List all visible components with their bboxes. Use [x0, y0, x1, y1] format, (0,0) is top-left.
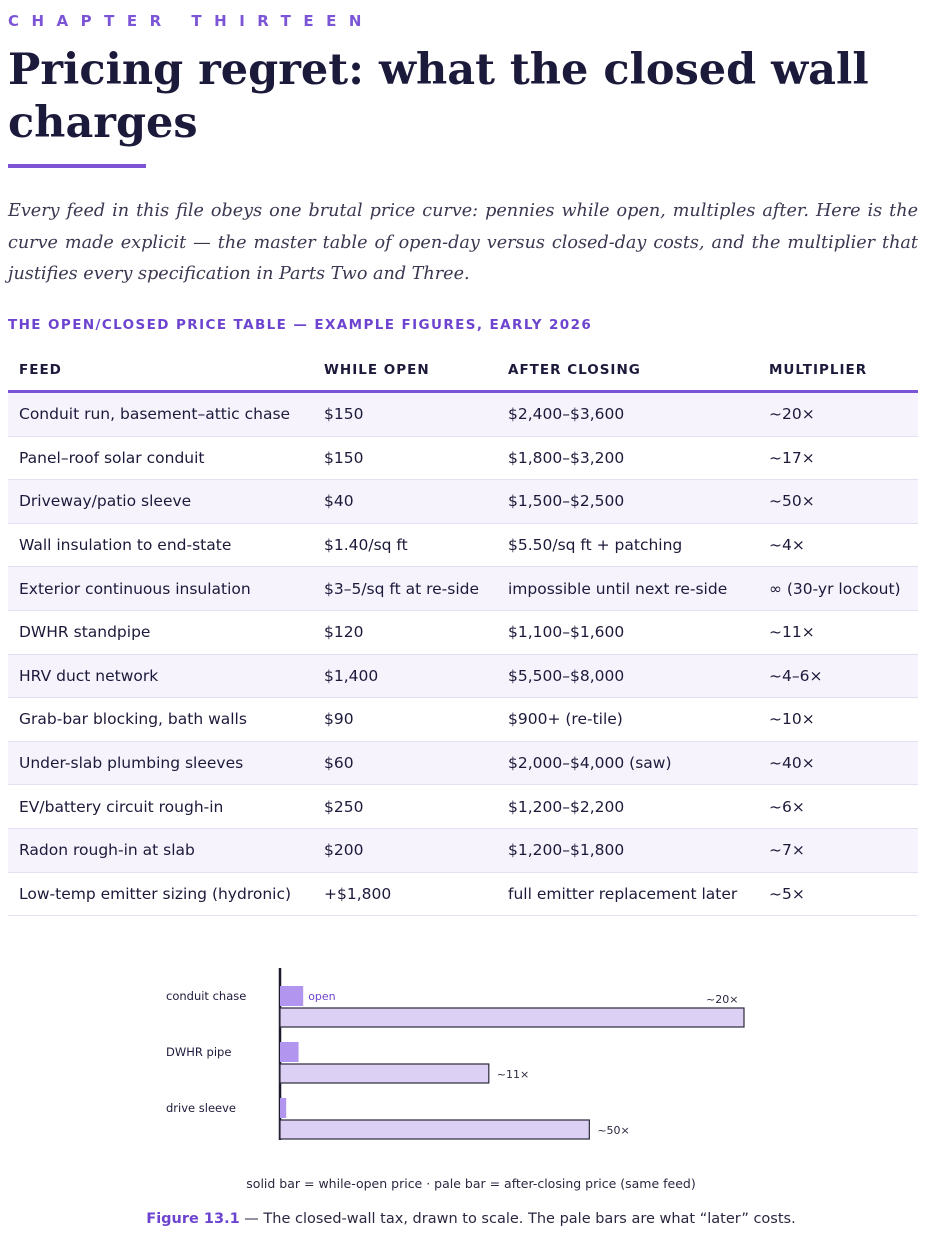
cell-while-open: $3–5/sq ft at re-side [313, 566, 497, 611]
figure-caption-text: — The closed-wall tax, drawn to scale. T… [239, 1211, 796, 1227]
open-price-bar [280, 986, 304, 1006]
cell-while-open: $120 [313, 610, 497, 655]
figure-13-1: conduit chase open ~20× DWHR pipe ~11× drive … [8, 960, 918, 1140]
figure-caption: Figure 13.1 — The closed-wall tax, drawn… [8, 1211, 934, 1227]
cell-multiplier: ~20× [758, 391, 918, 437]
cell-feed: HRV duct network [8, 654, 313, 699]
cell-after-closing: $1,800–$3,200 [497, 436, 758, 481]
cell-after-closing: $5.50/sq ft + patching [497, 523, 758, 568]
table-row: Exterior continuous insulation $3–5/sq ft… [8, 566, 918, 611]
cell-multiplier: ~50× [758, 479, 918, 524]
cell-while-open: $250 [313, 784, 497, 829]
cell-multiplier: ~11× [758, 610, 918, 655]
category-label: conduit chase [166, 989, 246, 1003]
table-row: Grab-bar blocking, bath walls $90 $900+ (r… [8, 697, 918, 742]
cell-feed: Driveway/patio sleeve [8, 479, 313, 524]
cell-feed: DWHR standpipe [8, 610, 313, 655]
cell-after-closing: $5,500–$8,000 [497, 654, 758, 699]
cell-multiplier: ~10× [758, 697, 918, 742]
table-body: Conduit run, basement–attic chase $150 $2,… [8, 391, 918, 917]
cell-multiplier: ~6× [758, 784, 918, 829]
table-row: Driveway/patio sleeve $40 $1,500–$2,500 ~50… [8, 479, 918, 524]
closed-price-bar [279, 1007, 745, 1028]
multiplier-label: ~50× [597, 1124, 629, 1137]
cell-after-closing: $900+ (re-tile) [497, 697, 758, 742]
cell-feed: Wall insulation to end-state [8, 523, 313, 568]
column-header-feed: FEED [8, 350, 313, 393]
multiplier-label: ~11× [497, 1068, 529, 1081]
table-row: EV/battery circuit rough-in $250 $1,200–$2… [8, 784, 918, 829]
cell-after-closing: $2,000–$4,000 (saw) [497, 741, 758, 786]
cell-while-open: +$1,800 [313, 872, 497, 917]
title-underline [8, 164, 146, 168]
cell-while-open: $150 [313, 391, 497, 437]
cell-after-closing: $1,200–$1,800 [497, 828, 758, 873]
price-table: FEED WHILE OPEN AFTER CLOSING MULTIPLIER… [8, 350, 918, 917]
cell-multiplier: ~17× [758, 436, 918, 481]
cell-while-open: $1,400 [313, 654, 497, 699]
cell-after-closing: $1,100–$1,600 [497, 610, 758, 655]
cell-feed: Exterior continuous insulation [8, 566, 313, 611]
category-label: drive sleeve [166, 1101, 236, 1115]
column-header-after-closing: AFTER CLOSING [497, 350, 758, 393]
cell-multiplier: ~4–6× [758, 654, 918, 699]
cell-multiplier: ~40× [758, 741, 918, 786]
multiplier-label: ~20× [706, 993, 738, 1006]
table-row: Low-temp emitter sizing (hydronic) +$1,80… [8, 872, 918, 917]
cell-while-open: $150 [313, 436, 497, 481]
column-header-while-open: WHILE OPEN [313, 350, 497, 393]
chapter-kicker: CHAPTER THIRTEEN [8, 12, 374, 30]
cell-after-closing: $2,400–$3,600 [497, 391, 758, 437]
cell-feed: EV/battery circuit rough-in [8, 784, 313, 829]
open-price-bar [280, 1098, 287, 1118]
chapter-lede: Every feed in this file obeys one brutal… [8, 201, 918, 284]
bar-chart: conduit chase open ~20× DWHR pipe ~11× drive … [166, 968, 745, 1140]
table-row: Conduit run, basement–attic chase $150 $2,… [8, 391, 918, 437]
cell-while-open: $40 [313, 479, 497, 524]
cell-while-open: $200 [313, 828, 497, 873]
cell-feed: Grab-bar blocking, bath walls [8, 697, 313, 742]
cell-multiplier: ~5× [758, 872, 918, 917]
table-row: HRV duct network $1,400 $5,500–$8,000 ~4–6× [8, 654, 918, 699]
table-header-row: FEED WHILE OPEN AFTER CLOSING MULTIPLIER [8, 350, 918, 393]
open-bar-label: open [308, 990, 335, 1003]
column-header-multiplier: MULTIPLIER [758, 350, 918, 393]
figure-number: Figure 13.1 [146, 1211, 240, 1227]
table-row: Radon rough-in at slab $200 $1,200–$1,800 ~… [8, 828, 918, 873]
cell-after-closing: $1,500–$2,500 [497, 479, 758, 524]
table-row: DWHR standpipe $120 $1,100–$1,600 ~11× [8, 610, 918, 655]
cell-multiplier: ~4× [758, 523, 918, 568]
cell-while-open: $1.40/sq ft [313, 523, 497, 568]
cell-feed: Radon rough-in at slab [8, 828, 313, 873]
category-label: DWHR pipe [166, 1045, 231, 1059]
cell-feed: Panel–roof solar conduit [8, 436, 313, 481]
cell-feed: Low-temp emitter sizing (hydronic) [8, 872, 313, 917]
cell-after-closing: impossible until next re-side [497, 566, 758, 611]
closed-price-bar [279, 1063, 490, 1084]
cell-while-open: $90 [313, 697, 497, 742]
table-caption: THE OPEN/CLOSED PRICE TABLE — EXAMPLE FI… [8, 317, 593, 333]
closed-price-bar [279, 1119, 590, 1140]
chart-legend: solid bar = while-open price · pale bar … [246, 1176, 696, 1191]
cell-while-open: $60 [313, 741, 497, 786]
cell-feed: Conduit run, basement–attic chase [8, 391, 313, 437]
cell-multiplier: ∞ (30-yr lockout) [758, 566, 918, 611]
table-row: Panel–roof solar conduit $150 $1,800–$3,20… [8, 436, 918, 481]
cell-after-closing: $1,200–$2,200 [497, 784, 758, 829]
open-price-bar [280, 1042, 299, 1062]
cell-feed: Under-slab plumbing sleeves [8, 741, 313, 786]
chapter-title: Pricing regret: what the closed wall cha… [8, 45, 869, 148]
cell-multiplier: ~7× [758, 828, 918, 873]
table-row: Under-slab plumbing sleeves $60 $2,000–$4,… [8, 741, 918, 786]
table-row: Wall insulation to end-state $1.40/sq ft $… [8, 523, 918, 568]
cell-after-closing: full emitter replacement later [497, 872, 758, 917]
